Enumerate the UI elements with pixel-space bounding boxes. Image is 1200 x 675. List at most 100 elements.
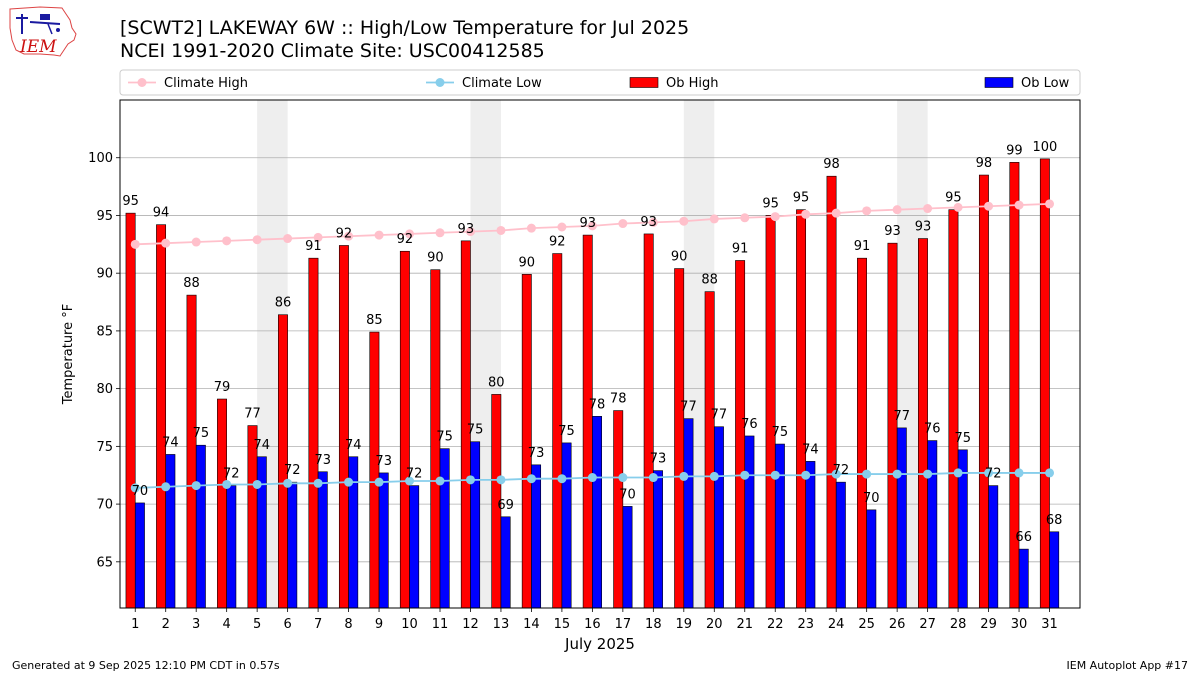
ob-low-bar — [561, 442, 572, 609]
x-tick-label: 5 — [253, 617, 261, 632]
x-tick-label: 15 — [554, 617, 571, 632]
ob-low-bar — [226, 485, 237, 609]
climate-high-point — [923, 204, 933, 214]
climate-high-point — [130, 239, 140, 249]
x-tick-label: 31 — [1041, 617, 1058, 632]
ob-low-label: 78 — [589, 397, 606, 412]
climate-low-point — [405, 476, 415, 486]
x-tick-label: 7 — [314, 617, 322, 632]
ob-low-label: 75 — [558, 424, 575, 439]
ob-low-bar — [744, 435, 755, 609]
x-tick-label: 26 — [889, 617, 906, 632]
climate-high-point — [283, 234, 293, 244]
ob-low-label: 70 — [863, 491, 880, 506]
ob-high-label: 90 — [671, 250, 688, 265]
ob-low-bar — [592, 416, 602, 609]
x-tick-label: 24 — [828, 617, 845, 632]
climate-low-point — [831, 469, 841, 479]
climate-low-point — [496, 475, 506, 485]
legend-label: Climate Low — [462, 76, 542, 91]
ob-low-bar — [835, 481, 846, 609]
climate-low-point — [862, 469, 872, 479]
logo-text: IEM — [19, 37, 57, 57]
climate-low-point — [892, 469, 902, 479]
x-tick-label: 28 — [950, 617, 967, 632]
climate-low-point — [222, 479, 232, 489]
legend-box — [119, 69, 1081, 96]
climate-high-point — [862, 206, 872, 216]
ob-high-label: 92 — [549, 235, 566, 250]
ob-high-bar — [613, 410, 624, 609]
climate-high-point — [405, 229, 415, 239]
ob-high-label: 78 — [610, 392, 627, 407]
x-tick-label: 21 — [736, 617, 753, 632]
ob-low-bar — [866, 509, 877, 609]
ob-high-label: 93 — [458, 222, 475, 237]
x-tick-label: 6 — [283, 617, 291, 632]
x-tick-label: 14 — [523, 617, 540, 632]
ob-high-label: 85 — [366, 313, 383, 328]
ob-low-label: 74 — [254, 438, 271, 453]
ob-high-bar — [826, 175, 837, 609]
ob-high-label: 94 — [153, 206, 170, 221]
x-tick-label: 13 — [493, 617, 510, 632]
climate-high-point — [252, 235, 262, 245]
chart-subtitle: NCEI 1991-2020 Climate Site: USC00412585 — [120, 40, 545, 62]
climate-low-point — [465, 475, 475, 485]
ob-low-bar — [409, 485, 420, 609]
climate-high-point — [1014, 200, 1024, 210]
x-tick-label: 23 — [797, 617, 814, 632]
ob-high-bar — [582, 234, 593, 609]
climate-low-point — [557, 474, 567, 484]
x-tick-label: 9 — [375, 617, 383, 632]
climate-low-point — [526, 474, 536, 484]
y-tick-label: 100 — [88, 151, 113, 166]
climate-high-point — [344, 231, 354, 241]
ob-low-label: 70 — [619, 487, 636, 502]
ob-high-bar — [978, 174, 989, 609]
ob-high-label: 98 — [976, 156, 993, 171]
x-tick-label: 2 — [162, 617, 170, 632]
climate-low-point — [344, 477, 354, 487]
ob-high-bar — [217, 398, 227, 609]
ob-low-label: 74 — [802, 442, 819, 457]
ob-low-label: 69 — [497, 498, 514, 513]
ob-high-bar — [857, 257, 867, 609]
ob-high-bar — [247, 425, 258, 609]
climate-low-point — [740, 470, 750, 480]
climate-high-point — [801, 209, 811, 219]
ob-high-bar — [399, 250, 410, 609]
ob-low-label: 72 — [833, 463, 850, 478]
y-tick-label: 65 — [96, 555, 113, 570]
ob-low-bar — [134, 502, 145, 609]
climate-low-point — [801, 470, 811, 480]
climate-high-point — [679, 216, 689, 226]
climate-high-point — [1045, 199, 1055, 209]
ob-high-label: 98 — [823, 157, 840, 172]
ob-high-label: 80 — [488, 375, 505, 390]
ob-high-label: 79 — [214, 380, 231, 395]
climate-high-point — [953, 202, 963, 212]
ob-low-label: 72 — [406, 467, 423, 482]
plot-frame — [119, 99, 1081, 609]
climate-high-point — [587, 221, 597, 231]
ob-low-bar — [1018, 548, 1029, 609]
ob-low-label: 75 — [467, 423, 484, 438]
ob-low-bar — [927, 440, 938, 609]
ob-high-bar — [796, 209, 807, 609]
legend-bar-swatch — [629, 77, 659, 88]
y-tick-label: 70 — [96, 498, 113, 513]
ob-high-label: 95 — [122, 194, 139, 209]
x-tick-label: 20 — [706, 617, 723, 632]
climate-low-point — [435, 476, 445, 486]
legend-bar-swatch — [984, 77, 1014, 88]
ob-low-bar — [531, 464, 542, 609]
y-tick-label: 75 — [96, 440, 113, 455]
ob-high-bar — [674, 268, 685, 609]
climate-high-point — [709, 214, 719, 224]
iem-logo: IEM — [9, 6, 77, 57]
ob-high-bar — [1039, 158, 1050, 609]
ob-low-label: 77 — [894, 409, 911, 424]
climate-low-point — [770, 470, 780, 480]
